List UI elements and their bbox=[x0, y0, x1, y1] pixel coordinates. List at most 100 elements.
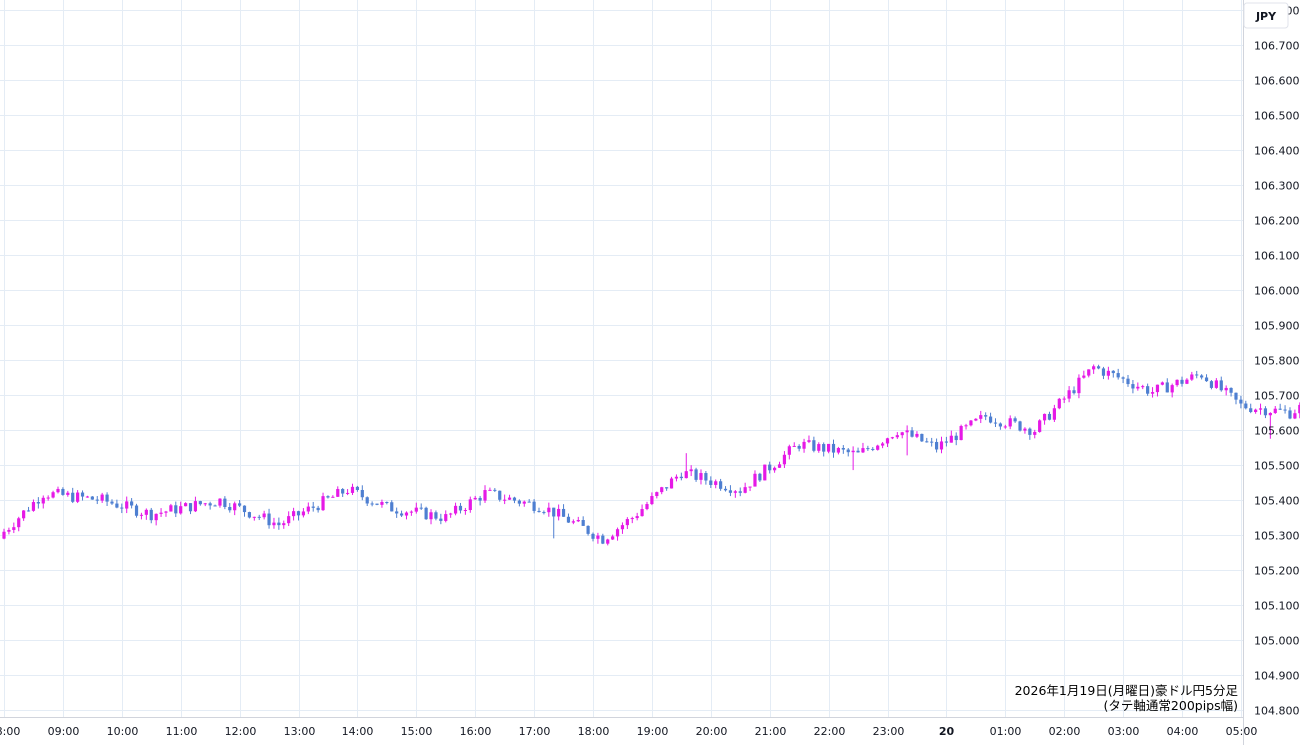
candle-body[interactable] bbox=[723, 488, 728, 491]
candle-body[interactable] bbox=[1003, 426, 1007, 428]
candle-body[interactable] bbox=[1268, 412, 1272, 416]
candle-body[interactable] bbox=[179, 506, 183, 514]
candle-body[interactable] bbox=[669, 478, 674, 489]
candle-body[interactable] bbox=[110, 501, 114, 504]
candle-body[interactable] bbox=[542, 512, 546, 514]
candle-body[interactable] bbox=[233, 503, 237, 511]
candle-body[interactable] bbox=[453, 505, 458, 514]
candle-body[interactable] bbox=[650, 496, 654, 505]
candle-body[interactable] bbox=[1116, 373, 1120, 378]
candle-body[interactable] bbox=[80, 492, 85, 497]
candle-body[interactable] bbox=[213, 505, 217, 507]
candle-body[interactable] bbox=[1042, 413, 1047, 421]
candle-body[interactable] bbox=[188, 503, 193, 512]
candle-body[interactable] bbox=[1067, 390, 1071, 399]
candle-body[interactable] bbox=[944, 441, 948, 443]
candle-body[interactable] bbox=[620, 525, 625, 530]
candle-body[interactable] bbox=[1224, 387, 1228, 391]
candle-body[interactable] bbox=[561, 508, 566, 517]
candle-body[interactable] bbox=[758, 473, 762, 481]
candle-body[interactable] bbox=[959, 426, 963, 441]
candle-body[interactable] bbox=[988, 416, 993, 423]
candle-body[interactable] bbox=[1047, 413, 1052, 420]
candle-body[interactable] bbox=[586, 525, 590, 534]
candle-body[interactable] bbox=[768, 464, 772, 471]
candle-body[interactable] bbox=[684, 471, 688, 479]
candle-body[interactable] bbox=[1195, 374, 1199, 376]
candle-body[interactable] bbox=[939, 441, 944, 450]
candle-body[interactable] bbox=[606, 539, 610, 544]
candle-body[interactable] bbox=[1283, 409, 1287, 411]
candle-body[interactable] bbox=[1013, 418, 1017, 422]
candle-body[interactable] bbox=[1121, 377, 1125, 379]
candle-body[interactable] bbox=[409, 511, 413, 513]
candle-body[interactable] bbox=[85, 496, 90, 498]
candle-body[interactable] bbox=[291, 511, 296, 517]
candle-body[interactable] bbox=[1146, 386, 1150, 394]
candle-body[interactable] bbox=[71, 492, 75, 502]
candle-body[interactable] bbox=[1165, 382, 1169, 393]
candle-body[interactable] bbox=[1229, 387, 1233, 393]
candle-body[interactable] bbox=[1298, 404, 1300, 414]
candle-body[interactable] bbox=[1131, 384, 1135, 389]
candle-body[interactable] bbox=[689, 469, 693, 472]
candle-body[interactable] bbox=[645, 504, 649, 510]
candle-body[interactable] bbox=[925, 441, 929, 443]
candle-body[interactable] bbox=[861, 448, 865, 453]
candle-body[interactable] bbox=[115, 503, 119, 508]
candle-body[interactable] bbox=[984, 415, 988, 417]
candle-body[interactable] bbox=[242, 505, 247, 513]
candle-body[interactable] bbox=[41, 497, 45, 504]
candle-body[interactable] bbox=[17, 518, 21, 528]
candle-body[interactable] bbox=[719, 481, 723, 489]
candle-body[interactable] bbox=[208, 503, 212, 506]
candle-body[interactable] bbox=[419, 507, 423, 509]
candle-body[interactable] bbox=[920, 433, 924, 442]
candle-body[interactable] bbox=[934, 441, 939, 450]
candle-body[interactable] bbox=[1293, 413, 1297, 419]
candle-body[interactable] bbox=[12, 527, 16, 530]
candle-body[interactable] bbox=[915, 433, 919, 437]
candle-body[interactable] bbox=[640, 509, 644, 517]
candle-body[interactable] bbox=[1072, 390, 1076, 394]
candle-body[interactable] bbox=[473, 497, 477, 500]
candle-body[interactable] bbox=[31, 502, 36, 511]
candle-body[interactable] bbox=[458, 505, 463, 511]
candle-body[interactable] bbox=[439, 518, 443, 521]
candle-body[interactable] bbox=[777, 464, 782, 468]
candle-body[interactable] bbox=[7, 529, 11, 532]
candle-body[interactable] bbox=[301, 511, 306, 516]
candle-body[interactable] bbox=[630, 518, 634, 520]
candle-body[interactable] bbox=[743, 487, 747, 493]
candle-body[interactable] bbox=[930, 441, 934, 443]
candle-body[interactable] bbox=[635, 516, 639, 519]
candle-body[interactable] bbox=[694, 469, 698, 480]
candle-body[interactable] bbox=[1200, 375, 1204, 378]
candle-body[interactable] bbox=[1077, 377, 1081, 394]
candle-body[interactable] bbox=[95, 499, 99, 501]
candle-body[interactable] bbox=[552, 507, 556, 517]
candle-body[interactable] bbox=[46, 497, 50, 499]
candle-body[interactable] bbox=[26, 510, 31, 512]
candle-body[interactable] bbox=[974, 418, 978, 421]
candle-body[interactable] bbox=[2, 531, 6, 539]
candle-body[interactable] bbox=[1263, 408, 1268, 416]
candle-body[interactable] bbox=[149, 509, 153, 521]
candles[interactable] bbox=[2, 225, 1300, 546]
candle-body[interactable] bbox=[1239, 399, 1243, 404]
candle-body[interactable] bbox=[331, 496, 335, 498]
candle-body[interactable] bbox=[341, 489, 345, 494]
candle-body[interactable] bbox=[36, 502, 40, 504]
candle-body[interactable] bbox=[144, 509, 148, 515]
candle-body[interactable] bbox=[1234, 392, 1238, 400]
candle-body[interactable] bbox=[238, 503, 242, 506]
candle-body[interactable] bbox=[1180, 379, 1184, 384]
candle-body[interactable] bbox=[787, 446, 791, 455]
currency-label-box[interactable] bbox=[1243, 2, 1289, 29]
candle-body[interactable] bbox=[169, 505, 173, 512]
candle-body[interactable] bbox=[846, 449, 850, 453]
candle-body[interactable] bbox=[1023, 428, 1027, 431]
candle-body[interactable] bbox=[257, 516, 261, 518]
candle-body[interactable] bbox=[262, 513, 266, 518]
